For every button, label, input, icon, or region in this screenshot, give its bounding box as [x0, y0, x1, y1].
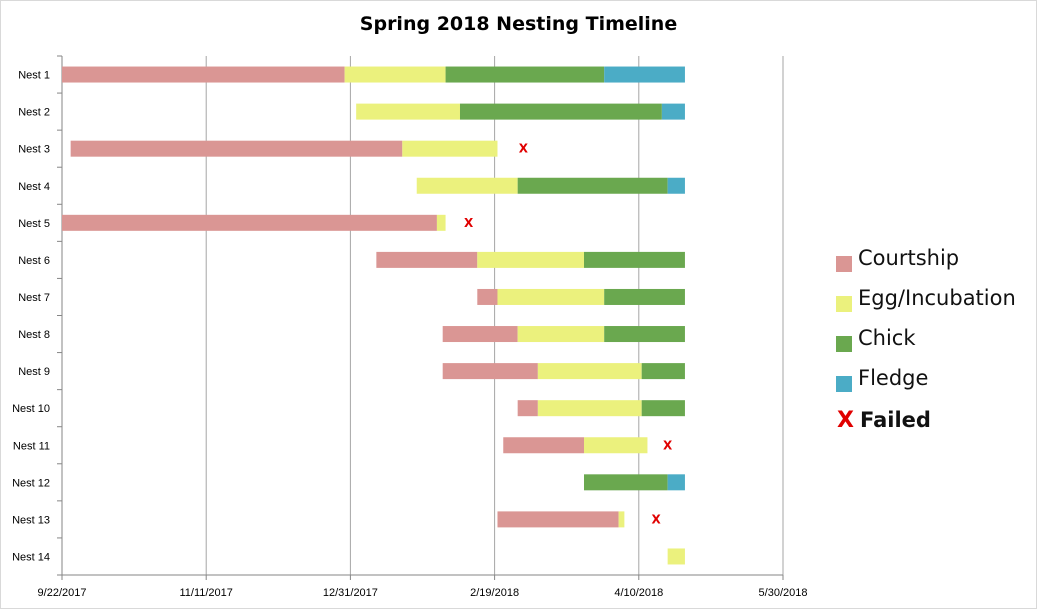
bar-fledge: [667, 474, 685, 491]
gridlines: [205, 56, 784, 575]
bar-egg-incubation: [344, 66, 446, 83]
legend-label: Failed: [860, 408, 931, 432]
bar-chick: [584, 474, 668, 491]
x-tick-label: 11/11/2017: [179, 587, 232, 599]
x-tick-label: 9/22/2017: [38, 587, 87, 599]
bar-chick: [641, 363, 685, 380]
y-tick-label: Nest 8: [18, 329, 50, 341]
bar-courtship: [497, 511, 619, 528]
bar-egg-incubation: [356, 103, 460, 120]
bars: [62, 66, 685, 565]
bar-chick: [459, 103, 662, 120]
legend-failed-x-marker: X: [837, 408, 854, 433]
bar-courtship: [442, 363, 538, 380]
bar-egg-incubation: [402, 140, 498, 157]
y-tick-label: Nest 3: [18, 144, 50, 156]
tick-labels: 9/22/2017 11/11/2017 12/31/2017 2/19/2018 4/…: [12, 70, 807, 599]
y-tick-label: Nest 11: [13, 440, 50, 452]
legend-label: Courtship: [858, 246, 960, 270]
bar-fledge: [667, 177, 685, 194]
failed-marker: X: [651, 512, 661, 526]
y-tick-label: Nest 9: [18, 366, 50, 378]
bar-courtship: [62, 214, 437, 231]
bar-courtship: [70, 140, 403, 157]
y-tick-label: Nest 5: [18, 218, 50, 230]
bar-courtship: [376, 251, 478, 268]
x-tick-label: 12/31/2017: [323, 587, 378, 599]
bar-egg-incubation: [667, 548, 685, 565]
bar-chick: [517, 177, 668, 194]
bar-egg-incubation: [477, 251, 585, 268]
bar-egg-incubation: [537, 363, 642, 380]
bar-chick: [604, 326, 685, 343]
bar-courtship: [517, 400, 538, 417]
bar-egg-incubation: [416, 177, 518, 194]
legend-swatch: [836, 256, 852, 272]
y-tick-label: Nest 1: [18, 70, 50, 82]
x-tick-label: 5/30/2018: [759, 587, 808, 599]
legend-swatch: [836, 336, 852, 352]
legend-label: Egg/Incubation: [858, 286, 1016, 310]
x-tick-label: 4/10/2018: [614, 587, 663, 599]
bar-egg-incubation: [497, 288, 605, 305]
failed-markers: X X X X: [464, 142, 673, 527]
y-tick-label: Nest 10: [12, 403, 50, 415]
bar-courtship: [477, 288, 498, 305]
bar-egg-incubation: [517, 326, 605, 343]
bar-egg-incubation: [537, 400, 642, 417]
failed-marker: X: [663, 438, 673, 452]
legend-label: Fledge: [858, 366, 929, 390]
bar-courtship: [503, 437, 585, 454]
x-tick-label: 2/19/2018: [470, 587, 519, 599]
y-tick-label: Nest 14: [12, 551, 50, 563]
axes: [57, 55, 784, 580]
legend-swatch: [836, 376, 852, 392]
y-tick-label: Nest 2: [18, 107, 50, 119]
failed-marker: X: [519, 142, 529, 156]
bar-fledge: [661, 103, 685, 120]
bar-chick: [604, 288, 685, 305]
legend-swatch: [836, 296, 852, 312]
y-tick-label: Nest 12: [12, 477, 50, 489]
y-tick-label: Nest 13: [12, 514, 50, 526]
bar-fledge: [604, 66, 685, 83]
chart-title: Spring 2018 Nesting Timeline: [359, 13, 678, 35]
bar-egg-incubation: [584, 437, 648, 454]
bar-egg-incubation: [436, 214, 446, 231]
bar-courtship: [442, 326, 518, 343]
bar-courtship: [62, 66, 345, 83]
bar-chick: [584, 251, 685, 268]
bar-egg-incubation: [618, 511, 625, 528]
legend-label: Chick: [858, 326, 916, 350]
bar-chick: [641, 400, 685, 417]
y-tick-label: Nest 7: [18, 292, 50, 304]
bar-chick: [445, 66, 605, 83]
failed-marker: X: [464, 216, 474, 230]
y-tick-label: Nest 6: [18, 255, 50, 267]
y-tick-label: Nest 4: [18, 181, 50, 193]
